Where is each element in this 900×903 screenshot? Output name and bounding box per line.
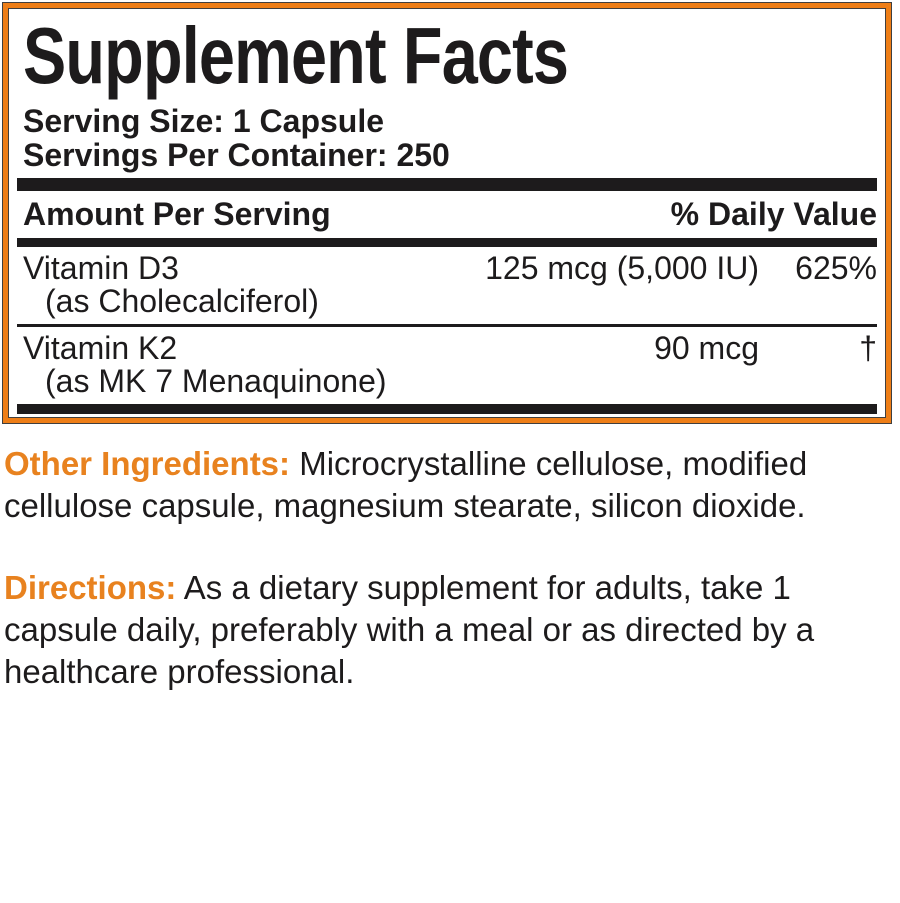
nutrient-row-vitamin-d3: Vitamin D3 125 mcg (5,000 IU) 625% (as C… [17, 247, 877, 324]
directions-text: As a dietary supplement for adults, take… [4, 569, 815, 690]
nutrient-row-main: Vitamin K2 90 mcg † [23, 332, 877, 365]
directions-paragraph: Directions: As a dietary supplement for … [4, 567, 880, 693]
divider-thick-bottom [17, 404, 877, 414]
divider-medium [17, 238, 877, 247]
directions-label: Directions: [4, 569, 177, 606]
column-header-row: Amount Per Serving % Daily Value [17, 191, 877, 238]
servings-per-container: Servings Per Container: 250 [23, 137, 450, 173]
panel-inner: Supplement Facts Serving Size: 1 Capsule… [8, 8, 886, 418]
nutrient-name: Vitamin K2 [23, 330, 178, 366]
nutrient-row-main: Vitamin D3 125 mcg (5,000 IU) 625% [23, 252, 877, 285]
nutrient-note: (as MK 7 Menaquinone) [45, 363, 387, 399]
nutrient-name: Vitamin D3 [23, 250, 179, 286]
nutrient-amount: 125 mcg (5,000 IU) [485, 250, 759, 286]
nutrient-daily-value: † [859, 330, 877, 366]
divider-thick-top [17, 178, 877, 191]
amount-per-serving-header: Amount Per Serving [23, 196, 331, 232]
nutrient-note: (as Cholecalciferol) [45, 283, 319, 319]
other-ingredients-label: Other Ingredients: [4, 445, 291, 482]
other-ingredients-paragraph: Other Ingredients: Microcrystalline cell… [4, 443, 880, 527]
other-ingredients-text: Microcrystalline cellulose, modified cel… [4, 445, 808, 524]
panel-title: Supplement Facts [23, 11, 569, 100]
serving-size: Serving Size: 1 Capsule [23, 103, 385, 139]
nutrient-row-vitamin-k2: Vitamin K2 90 mcg † (as MK 7 Menaquinone… [17, 327, 877, 404]
nutrient-daily-value: 625% [795, 250, 877, 286]
daily-value-header: % Daily Value [670, 196, 877, 232]
supplement-facts-panel: Supplement Facts Serving Size: 1 Capsule… [2, 2, 892, 424]
row-divider [17, 324, 877, 327]
nutrient-amount: 90 mcg [654, 330, 759, 366]
